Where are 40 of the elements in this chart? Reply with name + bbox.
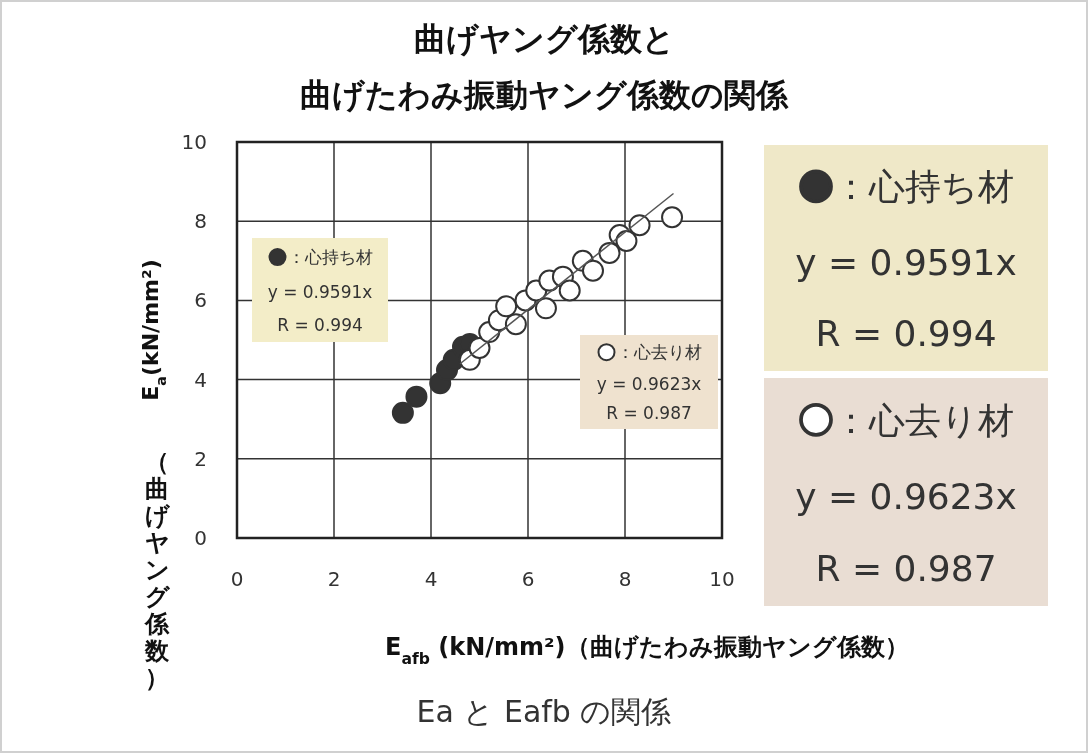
text: Ea と Eafb の関係 <box>416 694 672 729</box>
annotation: R = 0.994 <box>277 314 363 335</box>
point <box>661 206 684 229</box>
x-tick-label: 4 <box>424 567 438 591</box>
chart-subtitle: 曲げたわみ振動ヤング係数の関係 <box>300 76 789 114</box>
annotation: y = 0.9623x <box>596 373 702 394</box>
y-tick-label: 6 <box>194 288 207 313</box>
text: y = 0.9591x <box>795 241 1017 283</box>
y-tick-label: 8 <box>194 209 207 234</box>
text: ：心去り材 <box>833 399 1014 441</box>
x-axis-title: E$_{afb}$ (kN/mm²)（曲げたわみ振動ヤング係数） <box>385 633 909 668</box>
legend-label: ：心持ち材 <box>287 247 373 268</box>
y-tick-label: 4 <box>194 367 207 392</box>
y-tick-label: 2 <box>194 446 207 471</box>
y-tick-label: 10 <box>181 130 207 154</box>
x-tick-label: 2 <box>327 567 341 591</box>
point <box>391 401 414 424</box>
point <box>495 295 518 318</box>
x-tick-label: 0 <box>230 567 244 591</box>
annotation: R = 0.987 <box>606 403 692 424</box>
x-tick-label: 8 <box>618 567 632 591</box>
point <box>504 313 527 336</box>
x-tick-label: 6 <box>521 567 535 591</box>
text: R = 0.994 <box>815 313 997 355</box>
point <box>558 279 581 302</box>
point <box>405 385 428 408</box>
text: （曲げヤング係数） <box>144 448 170 692</box>
point <box>534 297 557 320</box>
x-tick-label: 10 <box>709 567 735 591</box>
text: ：心持ち材 <box>833 166 1014 208</box>
point <box>598 241 621 264</box>
point <box>615 230 638 252</box>
text: R = 0.987 <box>815 547 997 589</box>
point <box>628 214 651 237</box>
text: y = 0.9623x <box>795 475 1017 517</box>
legend-label: ：心去り材 <box>616 342 702 363</box>
point <box>581 259 604 282</box>
annotation: y = 0.9591x <box>267 281 373 302</box>
y-tick-label: 0 <box>194 526 207 550</box>
chart-title: 曲げヤング係数と <box>413 20 675 58</box>
